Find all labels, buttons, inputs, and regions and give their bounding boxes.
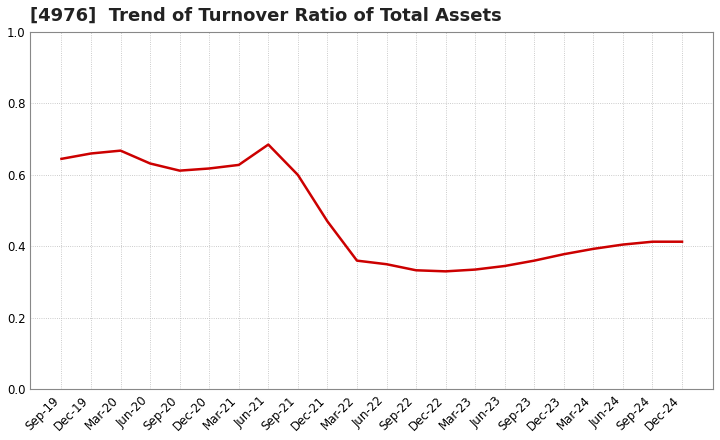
Text: [4976]  Trend of Turnover Ratio of Total Assets: [4976] Trend of Turnover Ratio of Total … bbox=[30, 7, 502, 25]
